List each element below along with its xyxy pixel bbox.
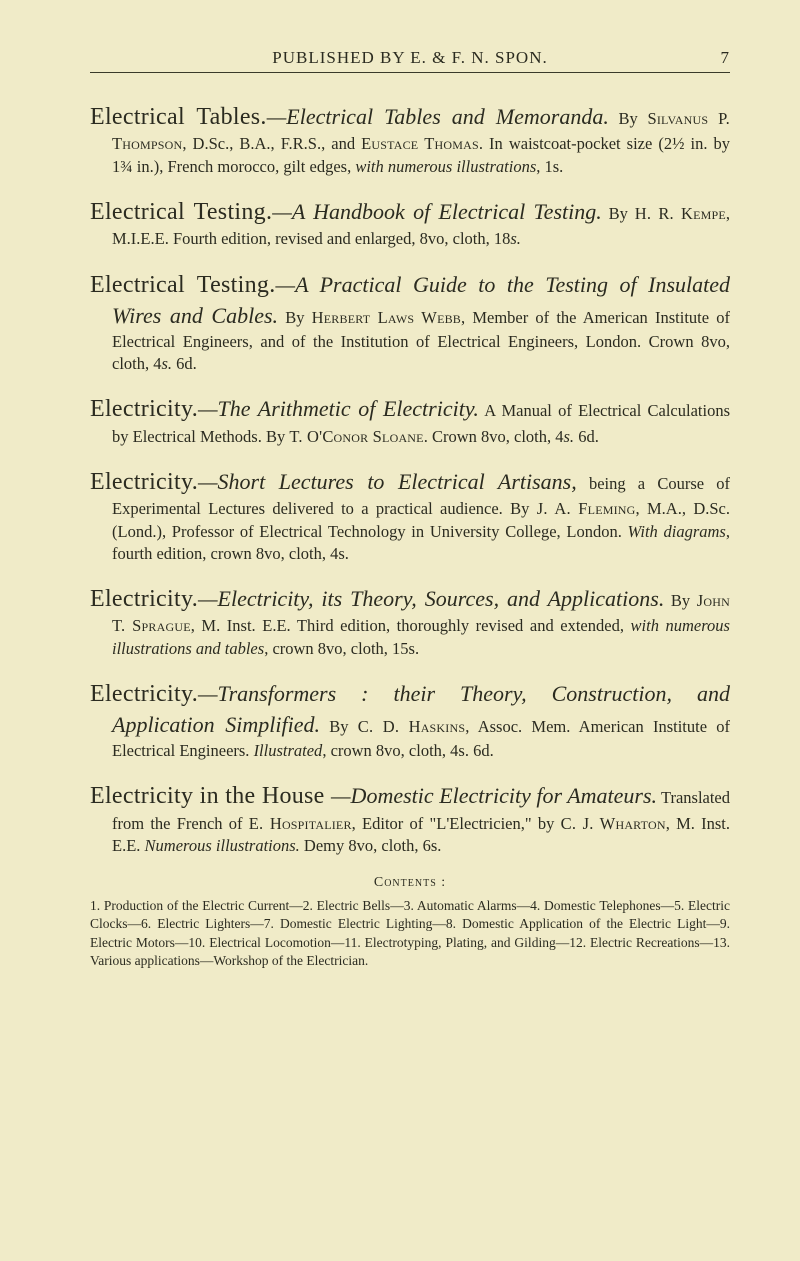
subtitle: —Domestic Electricity for Amateurs. bbox=[331, 783, 657, 808]
running-head-text: PUBLISHED BY E. & F. N. SPON. bbox=[272, 48, 547, 67]
author: Herbert Laws Webb bbox=[312, 308, 461, 327]
body-text: . Crown 8vo, cloth, 4 bbox=[424, 427, 564, 446]
body-text: , crown 8vo, cloth, 15s. bbox=[264, 639, 419, 658]
subtitle: —Electrical Tables and Memoranda. bbox=[267, 104, 609, 129]
headword: Electrical Testing. bbox=[90, 199, 272, 225]
italic-text: s. bbox=[162, 354, 173, 373]
author: Eustace Thomas bbox=[361, 134, 479, 153]
contents-label: Contents : bbox=[90, 875, 730, 891]
page-number: 7 bbox=[721, 48, 731, 68]
rule bbox=[90, 72, 730, 73]
italic-text: Illustrated bbox=[254, 741, 323, 760]
author: T. O'Conor Sloane bbox=[289, 427, 423, 446]
body-text: By bbox=[609, 204, 635, 223]
subtitle: —Short Lectures to Electrical Artisans, bbox=[198, 469, 577, 494]
headword: Electricity. bbox=[90, 586, 198, 612]
subtitle: —The Arithmetic of Electricity. bbox=[198, 396, 479, 421]
italic-text: s. bbox=[564, 427, 575, 446]
entry: Electricity.—Short Lectures to Electrica… bbox=[90, 466, 730, 565]
author: C. D. Haskins bbox=[358, 717, 466, 736]
subtitle: —A Handbook of Electrical Testing. bbox=[272, 199, 601, 224]
body-text: By bbox=[285, 308, 311, 327]
body-text: 6d. bbox=[172, 354, 197, 373]
italic-text: Numerous illustrations. bbox=[145, 836, 300, 855]
body-text: By bbox=[329, 717, 358, 736]
body-text: 6d. bbox=[574, 427, 599, 446]
headword: Electrical Tables. bbox=[90, 104, 267, 130]
entry: Electricity.—The Arithmetic of Electrici… bbox=[90, 393, 730, 448]
running-head: PUBLISHED BY E. & F. N. SPON. 7 bbox=[90, 48, 730, 68]
body-text: , Editor of "L'Electricien," by bbox=[352, 814, 561, 833]
body-text: Demy 8vo, cloth, 6s. bbox=[300, 836, 442, 855]
headword: Electricity. bbox=[90, 469, 198, 495]
headword: Electrical Testing. bbox=[90, 272, 276, 298]
author: H. R. Kempe bbox=[635, 204, 726, 223]
subtitle: —Electricity, its Theory, Sources, and A… bbox=[198, 586, 664, 611]
body-text: By bbox=[619, 109, 648, 128]
body-text: , 1s. bbox=[536, 157, 563, 176]
entry: Electricity.—Electricity, its Theory, So… bbox=[90, 583, 730, 660]
contents-body: 1. Production of the Electric Current—2.… bbox=[90, 897, 730, 970]
entry: Electricity.—Transformers : their Theory… bbox=[90, 678, 730, 762]
headword: Electricity. bbox=[90, 681, 198, 707]
italic-text: With diagrams bbox=[628, 522, 726, 541]
italic-text: s. bbox=[510, 229, 521, 248]
entry: Electrical Testing.—A Handbook of Electr… bbox=[90, 196, 730, 251]
headword: Electricity. bbox=[90, 396, 198, 422]
body-text: , D.Sc., B.A., F.R.S., and bbox=[182, 134, 361, 153]
author: J. A. Fleming bbox=[537, 499, 636, 518]
headword: Electricity in the House bbox=[90, 783, 331, 809]
italic-text: with numerous illustrations bbox=[355, 157, 536, 176]
body-text: By bbox=[671, 591, 697, 610]
entry: Electrical Tables.—Electrical Tables and… bbox=[90, 101, 730, 178]
entry: Electrical Testing.—A Practical Guide to… bbox=[90, 269, 730, 376]
body-text: , crown 8vo, cloth, 4s. 6d. bbox=[322, 741, 493, 760]
page: PUBLISHED BY E. & F. N. SPON. 7 Electric… bbox=[0, 0, 800, 1261]
entry: Electricity in the House —Domestic Elect… bbox=[90, 780, 730, 857]
author: C. J. Wharton bbox=[561, 814, 666, 833]
author: E. Hospitalier bbox=[249, 814, 352, 833]
body-text: , M. Inst. E.E. Third edition, thoroughl… bbox=[191, 616, 631, 635]
